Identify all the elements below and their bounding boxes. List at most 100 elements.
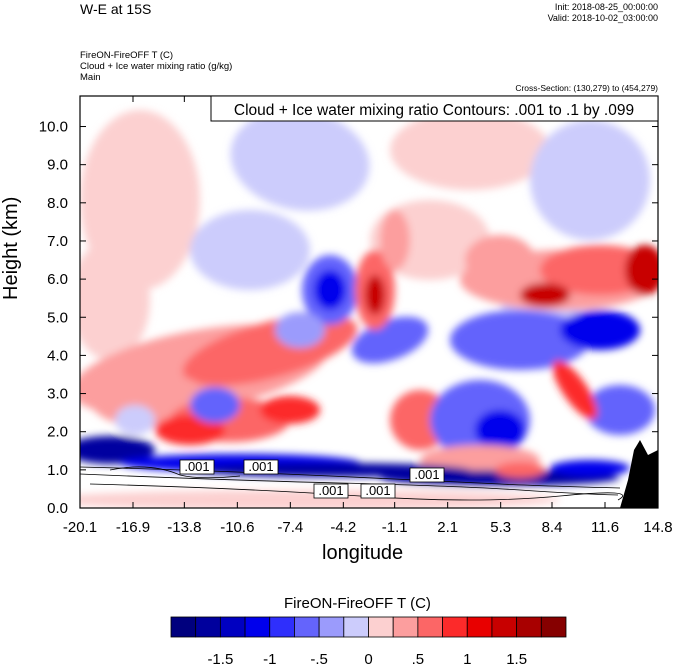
field-cool-core xyxy=(585,385,655,435)
y-tick-label: 4.0 xyxy=(47,347,68,364)
colorbar-tick-label: 1 xyxy=(463,651,471,667)
field-name-temperature: FireON-FireOFF T (C) xyxy=(80,50,174,61)
plot-title: W-E at 15S xyxy=(80,1,152,17)
x-tick-label: -20.1 xyxy=(63,519,97,536)
x-tick-label: 2.1 xyxy=(437,519,458,536)
field-cool-core xyxy=(314,270,346,310)
colorbar-swatch xyxy=(343,616,369,638)
x-tick-label: 5.3 xyxy=(490,519,511,536)
colorbar-tick-label: -1 xyxy=(263,651,276,667)
field-cool-core xyxy=(450,310,590,370)
y-tick-label: 10.0 xyxy=(39,119,68,136)
colorbar: -1.5 -1 -.5 0 .5 1 1.5 xyxy=(170,616,567,667)
field-warm-core xyxy=(495,462,545,478)
colorbar-swatch xyxy=(417,616,443,638)
colorbar-swatch xyxy=(491,616,518,638)
field-warm-patch xyxy=(80,240,150,360)
field-cool-core xyxy=(475,410,525,450)
colorbar-tick-label: -.5 xyxy=(310,651,328,667)
y-tick-label: 7.0 xyxy=(47,233,68,250)
field-warm-patch xyxy=(380,210,410,270)
y-tick-label: 8.0 xyxy=(47,195,68,212)
colorbar-swatch xyxy=(368,616,394,638)
cross-section-label: Cross-Section: (130,279) to (454,279) xyxy=(515,83,658,93)
field-name-cloud: Cloud + Ice water mixing ratio (g/kg) xyxy=(80,61,233,72)
field-cool-patch xyxy=(230,109,370,211)
contour-label: .001 xyxy=(248,459,273,474)
field-name-main: Main xyxy=(80,72,101,83)
x-tick-label: 11.6 xyxy=(591,519,619,536)
colorbar-tick-label: .5 xyxy=(412,651,425,667)
temperature-diff-field xyxy=(80,109,658,508)
colorbar-tick-label: -1.5 xyxy=(207,651,233,667)
x-tick-label: 14.8 xyxy=(643,519,672,536)
contour-label-box xyxy=(409,467,445,483)
field-cool-layer xyxy=(80,436,155,464)
field-cool-core xyxy=(560,310,640,350)
y-tick-label: 1.0 xyxy=(47,462,68,479)
colorbar-swatch xyxy=(195,616,221,638)
cloud-contours: .001 .001 .001 .001 .001 xyxy=(80,459,624,501)
x-tick-label: -10.6 xyxy=(220,519,254,536)
field-warm-core xyxy=(552,360,598,420)
field-cool-patch xyxy=(115,405,155,435)
x-tick-label: -16.9 xyxy=(116,519,150,536)
init-time: Init: 2018-08-25_00:00:00 xyxy=(554,2,658,12)
field-warm-patch xyxy=(390,110,550,190)
valid-time: Valid: 2018-10-02_03:00:00 xyxy=(547,13,658,23)
x-axis-label: longitude xyxy=(322,542,404,564)
y-tick-label: 0.0 xyxy=(47,500,68,517)
contour-label-box xyxy=(179,459,215,475)
x-tick-label: -4.2 xyxy=(330,519,356,536)
field-cool-layer xyxy=(550,460,630,476)
field-warm-core xyxy=(155,415,225,445)
y-tick-label: 5.0 xyxy=(47,309,68,326)
field-cool-patch xyxy=(275,312,325,348)
terrain-mask xyxy=(620,440,658,508)
field-cool-patch xyxy=(530,120,650,240)
colorbar-swatch xyxy=(269,616,295,638)
contour-label: .001 xyxy=(318,483,343,498)
colorbar-swatch xyxy=(318,616,345,638)
colorbar-swatch xyxy=(170,616,197,638)
y-tick-label: 6.0 xyxy=(47,271,68,288)
contour-label: .001 xyxy=(184,459,209,474)
field-warm-core xyxy=(625,245,658,295)
cloud-contour-line xyxy=(89,483,624,501)
contour-label-box xyxy=(360,483,396,499)
field-warm-patch xyxy=(465,235,535,285)
field-warm-core xyxy=(365,275,385,315)
colorbar-swatch xyxy=(516,616,542,638)
y-tick-label: 2.0 xyxy=(47,424,68,441)
contour-label: .001 xyxy=(414,467,439,482)
colorbar-swatch xyxy=(294,616,320,638)
field-surface-layer xyxy=(80,490,560,508)
colorbar-swatch xyxy=(540,616,567,638)
field-cool-core xyxy=(190,387,240,423)
field-warm-core xyxy=(520,283,570,307)
x-tick-label: 8.4 xyxy=(542,519,563,536)
y-axis-label: Height (km) xyxy=(0,196,22,300)
contour-legend: Cloud + Ice water mixing ratio Contours:… xyxy=(210,95,659,122)
field-warm-core xyxy=(260,396,320,424)
colorbar-swatch xyxy=(219,616,246,638)
colorbar-title: FireON-FireOFF T (C) xyxy=(284,595,431,612)
colorbar-tick-label: 1.5 xyxy=(506,651,527,667)
cloud-contour-line xyxy=(80,473,619,496)
x-tick-label: -7.4 xyxy=(277,519,303,536)
contour-legend-text: Cloud + Ice water mixing ratio Contours:… xyxy=(234,102,634,119)
y-tick-label: 9.0 xyxy=(47,157,68,174)
contour-label-box xyxy=(313,483,349,499)
colorbar-swatch xyxy=(466,616,493,638)
colorbar-swatch xyxy=(392,616,419,638)
x-tick-label: -1.1 xyxy=(382,519,408,536)
colorbar-tick-label: 0 xyxy=(364,651,372,667)
field-cool-patch xyxy=(190,210,310,290)
y-tick-label: 3.0 xyxy=(47,386,68,403)
colorbar-swatch xyxy=(442,616,468,638)
contour-label-box xyxy=(243,459,279,475)
contour-legend-box xyxy=(210,95,659,122)
y-axis: 0.0 1.0 2.0 3.0 4.0 5.0 6.0 7.0 8.0 9.0 10.0 xyxy=(39,119,658,517)
contour-label: .001 xyxy=(365,483,390,498)
